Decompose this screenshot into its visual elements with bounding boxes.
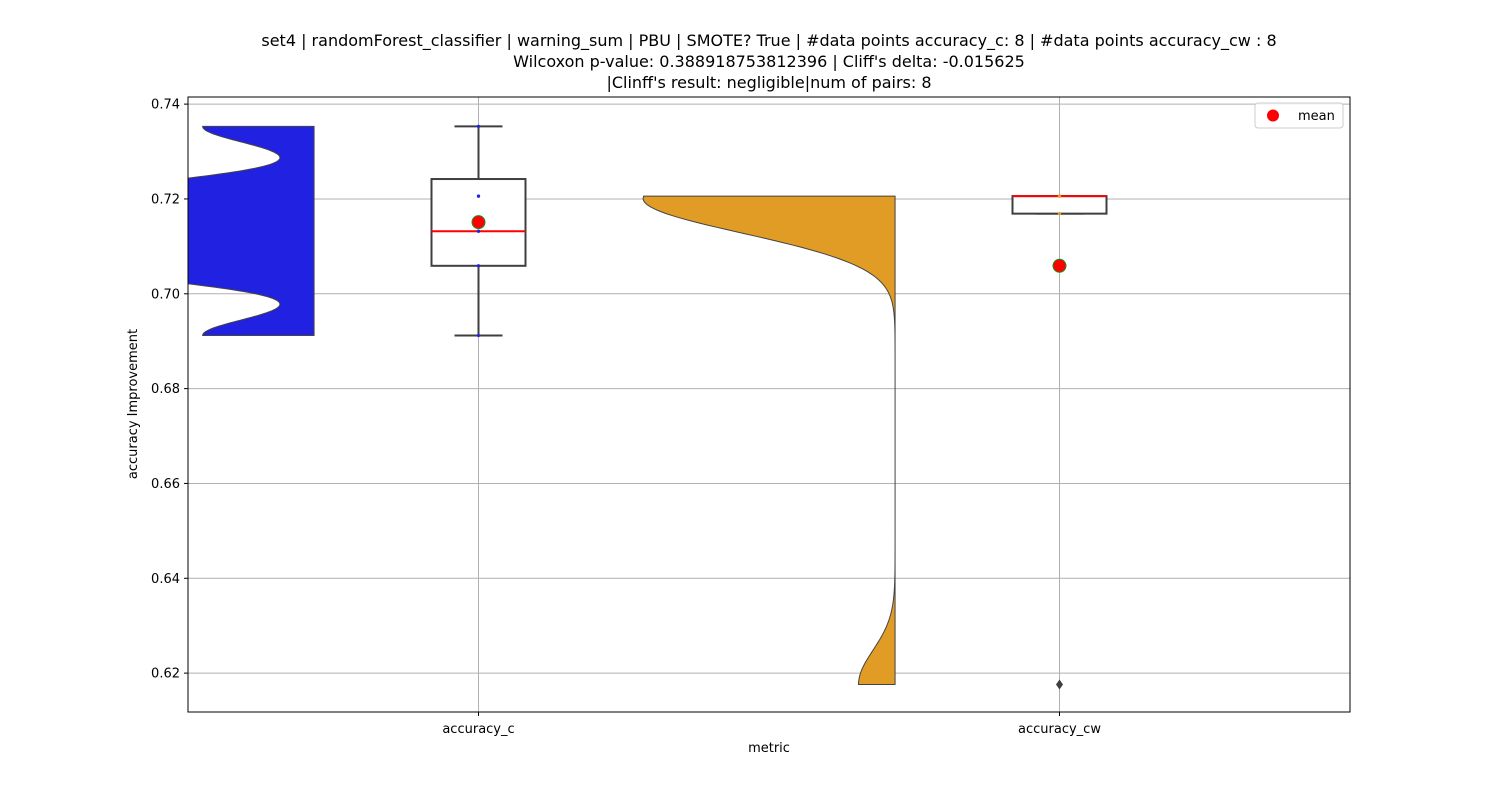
data-point-accuracy_c	[476, 264, 481, 268]
grid	[188, 97, 1350, 712]
data-point-accuracy_c	[476, 229, 481, 233]
outlier-accuracy_cw	[1056, 679, 1063, 690]
y-tick-label: 0.74	[151, 98, 180, 113]
legend: mean	[1254, 102, 1344, 129]
plot-frame	[187, 96, 1351, 713]
title-line-3: |Clinff's result: negligible|num of pair…	[606, 73, 931, 92]
box-accuracy_cw	[1011, 195, 1108, 215]
title-line-1: set4 | randomForest_classifier | warning…	[261, 31, 1276, 51]
y-tick-label: 0.62	[151, 667, 180, 682]
data-point-accuracy_c	[476, 333, 481, 338]
data-point-accuracy_c	[476, 194, 481, 198]
x-axis-label: metric	[748, 741, 790, 756]
y-tick-label: 0.70	[151, 287, 180, 302]
violin-accuracy_c	[188, 125, 315, 337]
data-point-accuracy_cw	[1057, 212, 1062, 216]
legend-mean-marker	[1267, 109, 1279, 122]
data-point-accuracy_c	[476, 124, 481, 128]
violins	[188, 125, 896, 685]
y-axis-label: accuracy Improvement	[126, 329, 141, 479]
mean-marker-accuracy_cw	[1052, 258, 1067, 273]
chart-title: set4 | randomForest_classifier | warning…	[261, 31, 1276, 92]
mean-marker-accuracy_c	[471, 215, 486, 230]
x-tick-label: accuracy_cw	[1018, 722, 1101, 737]
y-tick-label: 0.72	[151, 192, 180, 207]
y-axis-ticks: 0.62 0.64 0.66 0.68 0.70 0.72 0.74	[151, 98, 188, 682]
y-tick-label: 0.64	[151, 572, 180, 587]
x-axis-ticks: accuracy_c accuracy_cw	[442, 712, 1101, 737]
x-tick-label: accuracy_c	[442, 722, 514, 737]
legend-frame	[1254, 102, 1344, 129]
violin-accuracy_cw	[642, 195, 896, 685]
boxplots	[430, 124, 1108, 690]
y-tick-label: 0.66	[151, 477, 180, 492]
y-tick-label: 0.68	[151, 382, 180, 397]
title-line-2: Wilcoxon p-value: 0.388918753812396 | Cl…	[513, 52, 1025, 71]
data-point-accuracy_cw	[1057, 194, 1062, 198]
legend-entry-mean: mean	[1298, 109, 1335, 124]
